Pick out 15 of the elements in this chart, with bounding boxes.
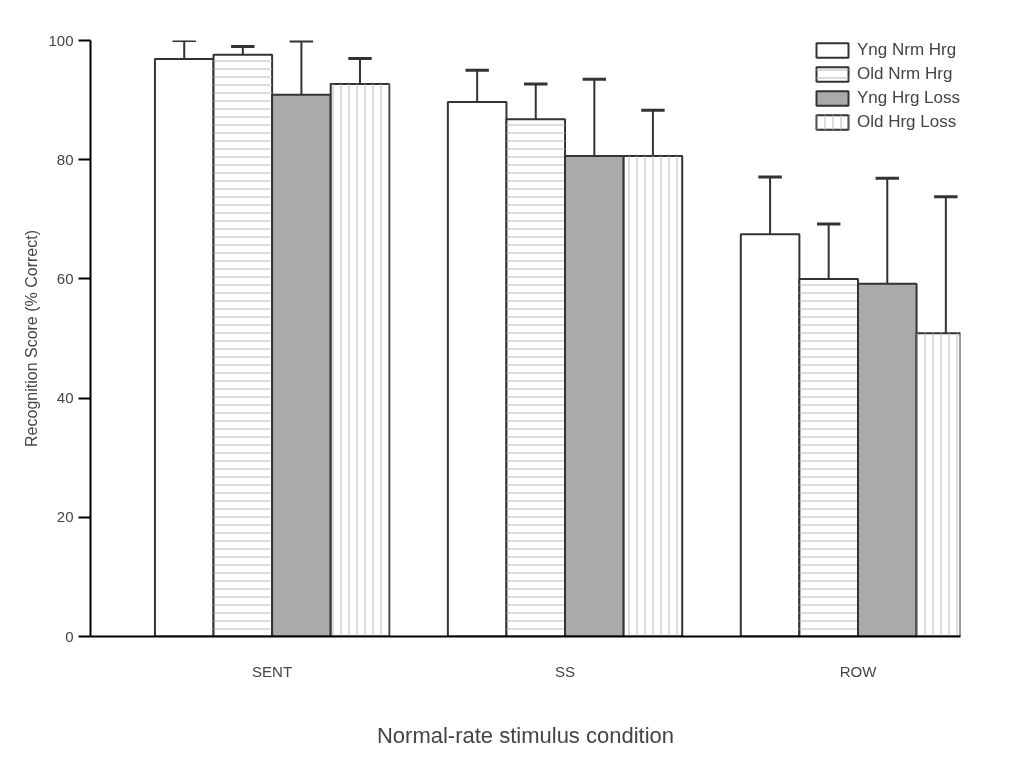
y-axis-title: Recognition Score (% Correct) bbox=[23, 230, 41, 447]
y-tick-label: 80 bbox=[56, 150, 74, 168]
legend-label: Yng Nrm Hrg bbox=[857, 40, 957, 60]
legend-label: Yng Hrg Loss bbox=[857, 88, 960, 108]
y-tick-label: 0 bbox=[65, 627, 74, 645]
x-tick-label: ROW bbox=[839, 662, 878, 680]
y-tick-label: 60 bbox=[56, 269, 74, 287]
x-tick-label: SENT bbox=[252, 662, 293, 680]
y-tick-label: 20 bbox=[56, 508, 74, 526]
x-tick-label: SS bbox=[555, 662, 576, 680]
y-tick-label: 100 bbox=[48, 31, 74, 49]
legend-label: Old Hrg Loss bbox=[857, 112, 957, 132]
x-axis-title: Normal-rate stimulus condition bbox=[376, 722, 675, 748]
legend-label: Old Nrm Hrg bbox=[857, 64, 953, 84]
y-tick-label: 40 bbox=[56, 389, 74, 407]
